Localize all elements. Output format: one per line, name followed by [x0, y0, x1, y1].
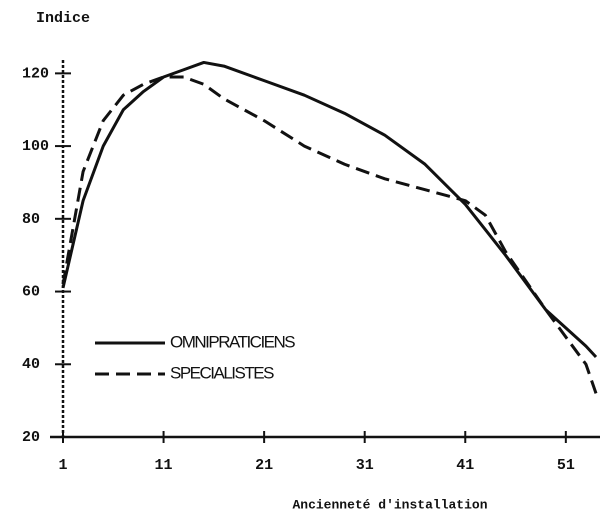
- series-line: [61, 75, 598, 394]
- legend-label: SPECIALISTES: [170, 363, 274, 382]
- x-tick-label: 41: [456, 457, 474, 474]
- y-tick-label: 80: [22, 211, 40, 228]
- y-tick-label: 20: [22, 429, 40, 446]
- y-axis-label: Indice: [36, 10, 90, 27]
- y-tick-label: 40: [22, 356, 40, 373]
- x-tick-label: 1: [58, 457, 67, 474]
- series-line: [61, 60, 598, 359]
- y-tick-label: 100: [22, 138, 49, 155]
- y-tick-label: 120: [22, 65, 49, 82]
- legend-label: OMNIPRATICIENS: [170, 332, 295, 351]
- x-tick-label: 11: [155, 457, 173, 474]
- x-tick-label: 31: [356, 457, 374, 474]
- x-axis-label: Ancienneté d'installation: [292, 497, 487, 512]
- y-tick-label: 60: [22, 284, 40, 301]
- x-tick-label: 51: [557, 457, 575, 474]
- x-tick-label: 21: [255, 457, 273, 474]
